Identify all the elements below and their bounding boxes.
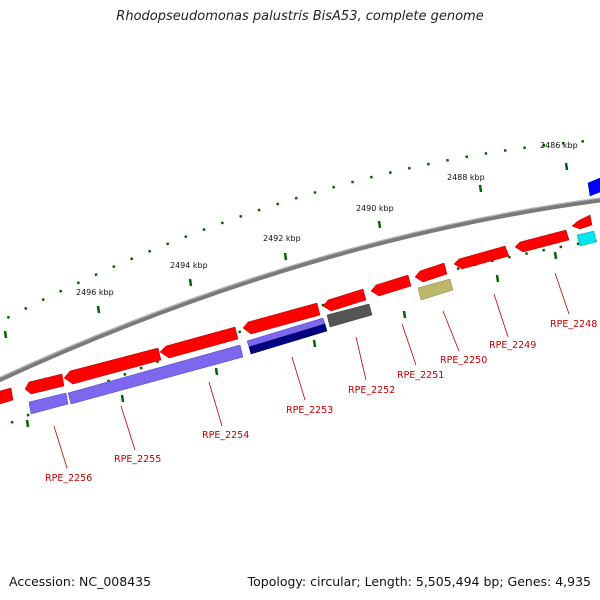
inner-major-ticks bbox=[25, 251, 558, 428]
gene-label-rpe-2251: RPE_2251 bbox=[397, 370, 444, 381]
genome-backbone-highlight bbox=[0, 197, 600, 379]
map-title: Rhodopseudomonas palustris BisA53, compl… bbox=[116, 9, 484, 24]
gene-label-rpe-2253: RPE_2253 bbox=[286, 405, 333, 416]
gene-label-rpe-2255: RPE_2255 bbox=[114, 454, 161, 465]
gene-arrow bbox=[453, 245, 510, 270]
gray-feature bbox=[326, 303, 373, 328]
scale-label-2486: 2486 kbp bbox=[540, 141, 578, 150]
outer-scale-ring bbox=[0, 138, 600, 324]
gene-arrow bbox=[414, 262, 448, 283]
cds-block bbox=[28, 392, 69, 415]
scale-label-2496: 2496 kbp bbox=[76, 288, 114, 297]
gene-arrow bbox=[242, 302, 321, 335]
cds-block-navy bbox=[248, 323, 328, 355]
genome-backbone bbox=[0, 197, 600, 383]
accession-text: Accession: NC_008435 bbox=[9, 574, 152, 589]
gene-arrow bbox=[24, 373, 65, 395]
gene-label-rpe-2252: RPE_2252 bbox=[348, 385, 395, 396]
gene-arrow bbox=[370, 274, 412, 297]
gene-arrow-blue bbox=[587, 177, 600, 197]
gene-arrow bbox=[63, 347, 162, 385]
gene-arrow bbox=[0, 387, 14, 405]
cds-block bbox=[67, 344, 244, 405]
cyan-feature bbox=[576, 230, 597, 247]
gene-arrow bbox=[514, 229, 570, 253]
gene-label-rpe-2254: RPE_2254 bbox=[202, 430, 249, 441]
gene-arrow bbox=[159, 326, 239, 359]
gene-track-red bbox=[0, 177, 600, 405]
gene-label-rpe-2250: RPE_2250 bbox=[440, 355, 487, 366]
gene-arrow bbox=[571, 214, 593, 230]
gene-arrow bbox=[322, 288, 367, 312]
gene-leader-lines bbox=[53, 272, 570, 469]
gene-label-rpe-2249: RPE_2249 bbox=[489, 340, 536, 351]
gene-label-rpe-2256: RPE_2256 bbox=[45, 473, 92, 484]
scale-label-2494: 2494 kbp bbox=[170, 261, 208, 270]
cds-track bbox=[28, 230, 597, 415]
scale-label-2490: 2490 kbp bbox=[356, 204, 394, 213]
gene-label-rpe-2248: RPE_2248 bbox=[550, 319, 597, 330]
outer-major-ticks bbox=[3, 162, 569, 339]
topology-summary: Topology: circular; Length: 5,505,494 bp… bbox=[247, 574, 591, 589]
scale-label-2492: 2492 kbp bbox=[263, 234, 301, 243]
scale-label-2488: 2488 kbp bbox=[447, 173, 485, 182]
olive-feature bbox=[417, 278, 454, 301]
